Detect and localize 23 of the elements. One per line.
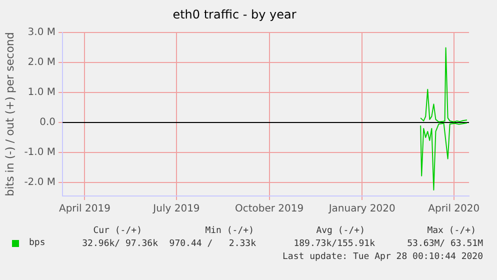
text: 53.63M/ 63.51M <box>407 239 483 249</box>
x-tick-label: July 2019 <box>152 204 200 215</box>
y-tick-label: 1.0 M <box>28 87 56 98</box>
text: Cur (-/+) <box>93 226 142 236</box>
legend-label: bps <box>29 238 46 248</box>
y-tick-label: 0.0 <box>40 117 56 128</box>
text: 189.73k/155.91k <box>294 239 375 249</box>
text: Last update: Tue Apr 28 00:10:44 2020 <box>282 252 483 262</box>
text: Max (-/+) <box>427 226 476 236</box>
y-axis-title: bits in (-) / out (+) per second <box>3 32 16 196</box>
chart-title: eth0 traffic - by year <box>172 7 296 22</box>
x-tick-label: April 2019 <box>58 204 110 215</box>
x-tick-label: October 2019 <box>234 204 304 215</box>
y-tick-label: -2.0 M <box>24 177 56 188</box>
y-tick-label: 3.0 M <box>28 26 56 38</box>
y-tick-label: -1.0 M <box>24 147 56 158</box>
text: 32.96k/ 97.36k <box>82 239 158 249</box>
text: Min (-/+) <box>205 226 254 236</box>
text: 970.44 / 2.33k <box>169 239 256 249</box>
x-tick-label: January 2020 <box>328 204 396 215</box>
text: Avg (-/+) <box>316 226 365 236</box>
y-tick-label: 2.0 M <box>28 57 56 68</box>
x-tick-label: April 2020 <box>428 204 480 215</box>
